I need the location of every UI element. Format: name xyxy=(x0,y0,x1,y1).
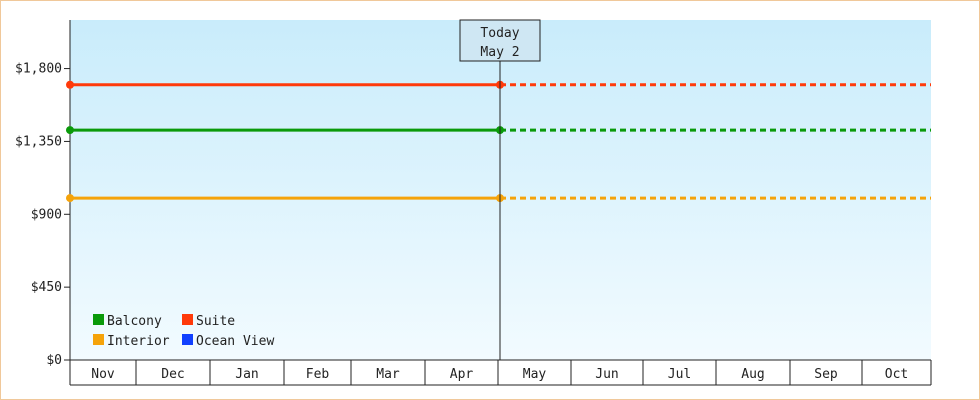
legend-swatch xyxy=(182,334,193,345)
series-point xyxy=(66,80,74,89)
y-tick-label: $0 xyxy=(46,353,62,368)
today-date-label: May 2 xyxy=(480,45,519,60)
month-label: Nov xyxy=(91,367,115,382)
legend-swatch xyxy=(93,314,104,325)
series-point xyxy=(66,194,74,203)
month-label: Sep xyxy=(814,367,838,382)
legend-label: Suite xyxy=(196,314,235,329)
month-label: Mar xyxy=(376,367,400,382)
today-label: Today xyxy=(480,26,519,41)
y-tick-label: $450 xyxy=(31,280,62,295)
y-tick-label: $900 xyxy=(31,207,62,222)
month-label: Feb xyxy=(306,367,330,382)
month-label: Aug xyxy=(741,367,764,382)
y-axis-ticks: $0 $450 $900 $1,350 $1,800 xyxy=(15,62,70,368)
legend: Balcony Suite Interior Ocean View xyxy=(93,314,274,349)
legend-label: Interior xyxy=(107,334,170,349)
month-label: Apr xyxy=(450,367,474,382)
today-marker: Today May 2 xyxy=(459,19,541,360)
month-axis: Nov Dec Jan Feb Mar Apr May Jun Jul Aug Sep Oct xyxy=(69,360,932,385)
series-point xyxy=(66,126,74,135)
legend-swatch xyxy=(93,334,104,345)
month-label: Jul xyxy=(668,367,691,382)
y-tick-label: $1,800 xyxy=(15,62,62,77)
month-label: Oct xyxy=(885,367,908,382)
y-tick-label: $1,350 xyxy=(15,134,62,149)
month-label: Jun xyxy=(595,367,618,382)
legend-label: Balcony xyxy=(107,314,162,329)
month-label: May xyxy=(523,367,547,382)
legend-swatch xyxy=(182,314,193,325)
legend-label: Ocean View xyxy=(196,334,274,349)
today-box xyxy=(459,19,541,62)
month-label: Dec xyxy=(161,367,184,382)
month-label: Jan xyxy=(235,367,258,382)
series-group xyxy=(66,80,931,203)
